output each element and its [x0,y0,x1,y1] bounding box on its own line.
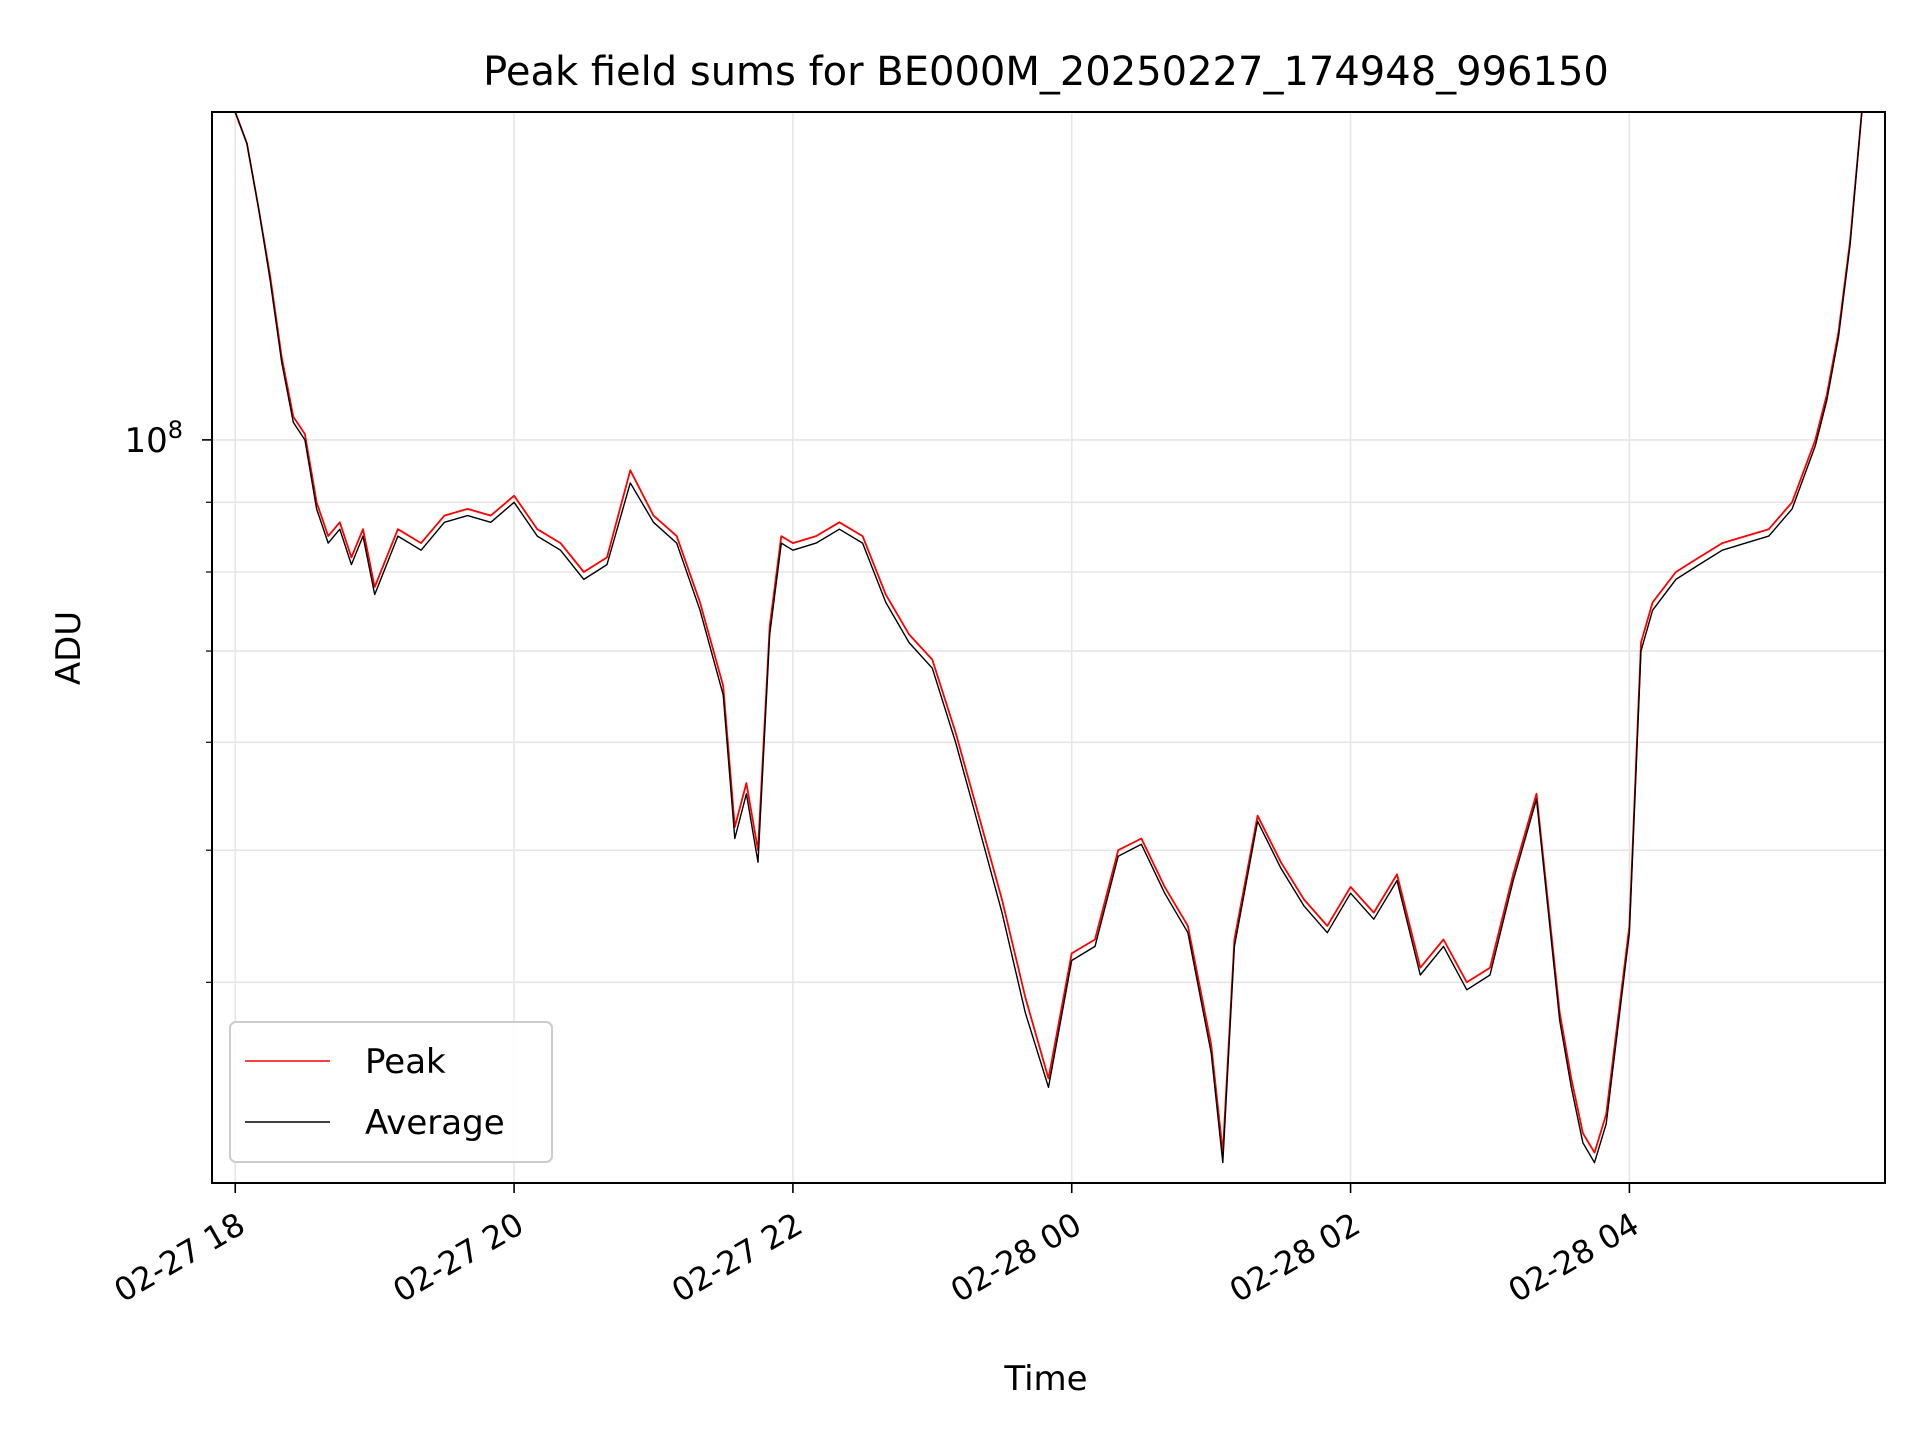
y-tick-base: 10 [124,421,167,461]
legend: Peak Average [229,1021,553,1163]
plot-lines [212,112,1874,1164]
legend-box [229,1021,553,1163]
series-line-average [212,112,1874,1164]
svg-text:108: 108 [124,416,183,461]
y-tick-label: 108 [124,416,183,461]
grid [212,112,1885,1183]
plot-frame [211,111,1886,1184]
legend-label-average: Average [365,1103,505,1143]
series-line-peak [212,112,1874,1154]
chart-title: Peak field sums for BE000M_20250227_1749… [483,49,1609,95]
y-axis-label: ADU [49,611,89,685]
legend-label-peak: Peak [365,1042,446,1082]
x-axis-label: Time [1003,1359,1087,1399]
y-tick-exponent: 8 [168,416,183,444]
